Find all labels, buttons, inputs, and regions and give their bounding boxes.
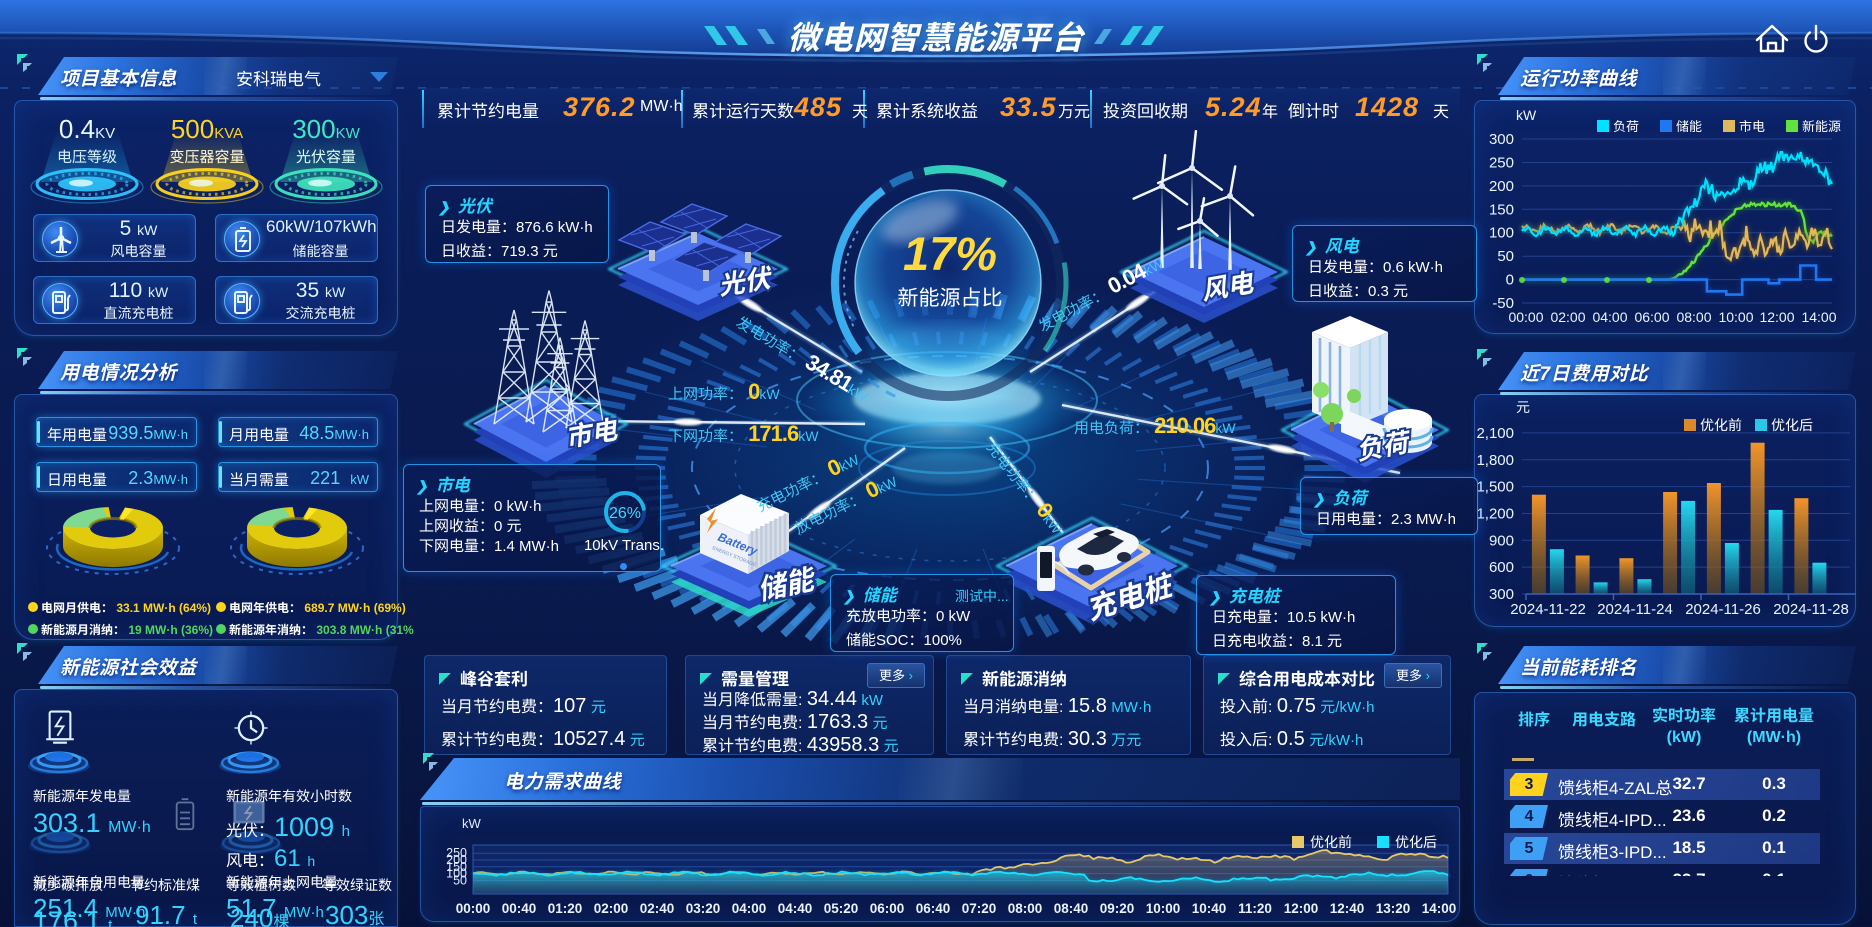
svg-text:10:00: 10:00 — [1718, 309, 1753, 325]
svg-text:05:20: 05:20 — [824, 901, 859, 916]
svg-text:14:00: 14:00 — [1422, 901, 1457, 916]
svg-text:00:00: 00:00 — [1508, 309, 1543, 325]
svg-text:08:00: 08:00 — [1008, 901, 1043, 916]
svg-text:1,200: 1,200 — [1476, 506, 1514, 523]
svg-text:13:20: 13:20 — [1376, 901, 1411, 916]
svg-text:07:20: 07:20 — [962, 901, 997, 916]
svg-text:储能: 储能 — [1676, 119, 1702, 134]
svg-text:04:00: 04:00 — [732, 901, 767, 916]
svg-text:02:00: 02:00 — [594, 901, 629, 916]
svg-text:优化前: 优化前 — [1700, 417, 1742, 433]
svg-text:02:40: 02:40 — [640, 901, 675, 916]
svg-text:11:20: 11:20 — [1238, 901, 1272, 916]
svg-text:0: 0 — [1506, 272, 1514, 289]
svg-text:200: 200 — [1489, 178, 1514, 195]
svg-text:09:20: 09:20 — [1100, 901, 1135, 916]
svg-text:kW: kW — [462, 816, 482, 831]
svg-text:优化后: 优化后 — [1771, 417, 1813, 433]
svg-text:250: 250 — [446, 846, 467, 860]
svg-text:900: 900 — [1489, 532, 1514, 549]
svg-text:12:00: 12:00 — [1284, 901, 1319, 916]
svg-text:300: 300 — [1489, 131, 1514, 148]
svg-text:150: 150 — [1489, 201, 1514, 218]
svg-text:03:20: 03:20 — [686, 901, 721, 916]
svg-text:优化前: 优化前 — [1310, 834, 1352, 850]
svg-text:250: 250 — [1489, 155, 1514, 172]
svg-text:14:00: 14:00 — [1801, 309, 1836, 325]
svg-text:150: 150 — [446, 860, 467, 874]
svg-text:2024-11-22: 2024-11-22 — [1510, 601, 1586, 618]
svg-text:1,500: 1,500 — [1476, 479, 1514, 496]
svg-text:2024-11-26: 2024-11-26 — [1685, 601, 1761, 618]
svg-text:300: 300 — [1489, 586, 1514, 603]
svg-text:2024-11-24: 2024-11-24 — [1597, 601, 1673, 618]
svg-text:06:00: 06:00 — [870, 901, 905, 916]
svg-text:元: 元 — [1516, 399, 1530, 415]
svg-text:50: 50 — [1497, 248, 1514, 265]
svg-text:10:00: 10:00 — [1146, 901, 1181, 916]
svg-text:04:00: 04:00 — [1592, 309, 1627, 325]
svg-text:08:00: 08:00 — [1676, 309, 1711, 325]
svg-text:1,800: 1,800 — [1476, 452, 1514, 469]
svg-text:00:00: 00:00 — [456, 901, 491, 916]
svg-text:新能源: 新能源 — [1802, 119, 1841, 134]
svg-text:04:40: 04:40 — [778, 901, 813, 916]
svg-text:50: 50 — [453, 874, 467, 888]
svg-text:负荷: 负荷 — [1613, 119, 1639, 134]
svg-text:01:20: 01:20 — [548, 901, 583, 916]
svg-text:02:00: 02:00 — [1550, 309, 1585, 325]
svg-text:12:00: 12:00 — [1759, 309, 1794, 325]
svg-text:17%: 17% — [903, 227, 997, 280]
svg-text:2024-11-28: 2024-11-28 — [1773, 601, 1849, 618]
svg-text:600: 600 — [1489, 559, 1514, 576]
svg-text:-50: -50 — [1492, 295, 1514, 312]
svg-text:06:00: 06:00 — [1634, 309, 1669, 325]
svg-text:200: 200 — [446, 853, 467, 867]
svg-text:06:40: 06:40 — [916, 901, 951, 916]
svg-text:新能源占比: 新能源占比 — [898, 287, 1003, 310]
svg-text:kW: kW — [1516, 107, 1537, 123]
svg-text:100: 100 — [1489, 225, 1514, 242]
svg-text:12:40: 12:40 — [1330, 901, 1365, 916]
svg-text:10:40: 10:40 — [1192, 901, 1227, 916]
svg-text:优化后: 优化后 — [1395, 834, 1437, 850]
svg-text:2,100: 2,100 — [1476, 425, 1514, 442]
svg-text:00:40: 00:40 — [502, 901, 537, 916]
svg-text:26%: 26% — [609, 505, 641, 522]
svg-text:100: 100 — [446, 867, 467, 881]
svg-text:市电: 市电 — [1739, 119, 1765, 134]
svg-text:08:40: 08:40 — [1054, 901, 1089, 916]
